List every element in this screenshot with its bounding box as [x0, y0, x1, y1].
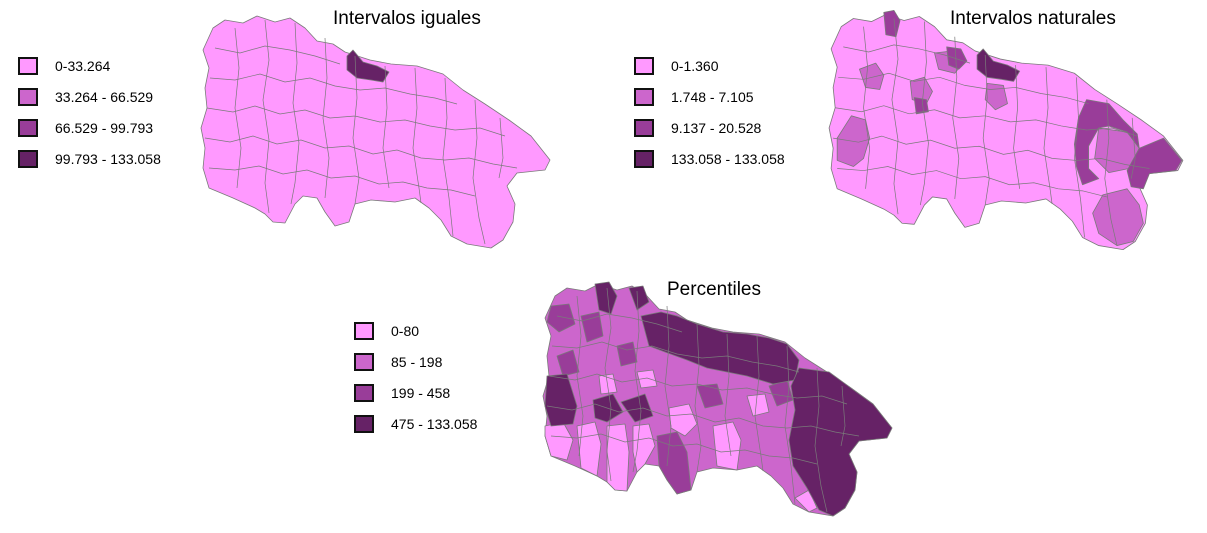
region-class-4	[976, 48, 1021, 82]
legend-label: 133.058 - 133.058	[671, 151, 785, 167]
region-class-4	[594, 281, 618, 315]
legend-label: 0-1.360	[671, 58, 719, 74]
region-class-2	[984, 82, 1008, 111]
legend-swatch-class-4	[354, 415, 374, 433]
region-class-4	[346, 49, 390, 83]
region-class-3	[556, 349, 580, 377]
region-class-3	[1126, 137, 1183, 190]
region-class-3	[946, 46, 968, 70]
region-class-2	[909, 76, 933, 105]
region-class-4	[620, 393, 654, 423]
region-base	[828, 14, 1184, 251]
map-title-equal-intervals: Intervalos iguales	[333, 8, 481, 29]
legend-label: 9.137 - 20.528	[671, 120, 762, 136]
legend-swatch-class-3	[18, 119, 38, 137]
legend-label: 85 - 198	[391, 354, 443, 370]
map-title-natural-intervals: Intervalos naturales	[950, 8, 1116, 29]
region-class-1	[794, 489, 818, 513]
legend-swatch-class-3	[634, 119, 654, 137]
legend-swatch-class-2	[18, 88, 38, 106]
region-class-3	[913, 97, 929, 115]
legend-label: 33.264 - 66.529	[55, 89, 154, 105]
region-class-3	[696, 383, 724, 409]
region-class-3	[546, 303, 576, 333]
legend-label: 475 - 133.058	[391, 416, 478, 432]
region-base	[200, 15, 551, 249]
legend-swatch-class-2	[354, 353, 374, 371]
municipal-boundaries	[833, 18, 1150, 246]
region-class-2	[859, 62, 885, 90]
legend-label: 66.529 - 99.793	[55, 120, 154, 136]
region-class-4	[788, 367, 893, 517]
region-class-2	[1092, 188, 1144, 246]
legend-swatch-class-2	[634, 88, 654, 106]
region-class-1	[606, 423, 630, 492]
choropleth-map-equal-intervals	[200, 15, 551, 249]
region-class-3	[1073, 99, 1140, 186]
region-class-4	[640, 311, 800, 385]
legend-label: 0-80	[391, 323, 420, 339]
region-class-4	[544, 373, 578, 427]
region-class-1	[712, 421, 742, 471]
region-class-1	[636, 369, 658, 389]
legend-swatch-class-1	[18, 57, 38, 75]
legend-swatch-class-1	[354, 322, 374, 340]
legend-swatch-class-3	[354, 384, 374, 402]
region-class-1	[746, 393, 770, 417]
legend-label: 99.793 - 133.058	[55, 151, 161, 167]
region-class-3	[656, 431, 692, 495]
legend-label: 0-33.264	[55, 58, 111, 74]
legend-swatch-class-1	[634, 57, 654, 75]
region-class-3	[616, 341, 638, 367]
region-class-1	[576, 421, 602, 477]
map-title-percentiles: Percentiles	[667, 279, 761, 300]
legend-label: 1.748 - 7.105	[671, 89, 754, 105]
legend-swatch-class-4	[18, 150, 38, 168]
legend-swatch-class-4	[634, 150, 654, 168]
region-class-3	[883, 9, 901, 38]
legend-label: 199 - 458	[391, 385, 451, 401]
municipal-boundaries	[546, 287, 860, 513]
municipal-boundaries	[204, 19, 518, 245]
choropleth-map-percentiles	[542, 281, 893, 517]
choropleth-map-natural-intervals	[828, 9, 1184, 251]
region-class-4	[628, 285, 650, 311]
